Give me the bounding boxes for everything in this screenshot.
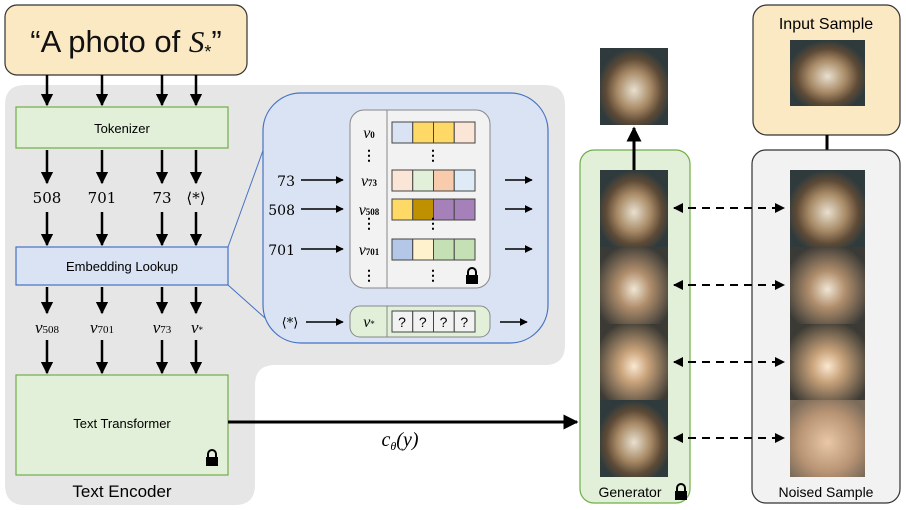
prompt-box: “A photo of S*”: [4, 4, 248, 76]
embedding-cell: [391, 121, 414, 144]
embedding-row-label: v701: [359, 242, 380, 259]
token-id: 701: [88, 189, 117, 207]
embedding-cell: [391, 169, 414, 192]
embedding-cell: [412, 169, 434, 192]
generator-step-image: [600, 170, 668, 247]
embedding-cell: [453, 121, 476, 144]
embedding-cell: [391, 238, 414, 261]
embedding-cell: [453, 169, 476, 192]
embedding-vector-label: v73: [153, 318, 172, 337]
embedding-row-label: v0: [363, 125, 375, 142]
lock-icon: [466, 267, 478, 284]
text-encoder-label: Text Encoder: [72, 482, 172, 501]
svg-text:Tokenizer: Tokenizer: [94, 121, 150, 136]
embedding-cell: [433, 169, 455, 192]
embedding-vector-label: v701: [90, 318, 114, 337]
svg-text:“A photo of S*”: “A photo of S*”: [30, 24, 221, 62]
token-id: 508: [33, 189, 62, 207]
generator-step-image: [600, 247, 668, 324]
embedding-cell: [433, 121, 455, 144]
ellipsis: ⋮: [426, 215, 440, 231]
new-token-label: v*: [363, 314, 375, 331]
new-token-input: ⟨*⟩: [282, 316, 299, 331]
svg-text:?: ?: [440, 314, 448, 330]
noised-sample-image: [790, 170, 865, 247]
generator-step-image: [600, 324, 668, 401]
embedding-vector-label: v508: [35, 318, 60, 337]
svg-text:?: ?: [398, 314, 406, 330]
lock-icon: [675, 483, 687, 500]
noised-sample-label: Noised Sample: [779, 484, 874, 500]
text-transformer-box: Text Transformer: [15, 374, 229, 476]
generator-step-image: [600, 400, 668, 477]
svg-text:Embedding Lookup: Embedding Lookup: [66, 259, 178, 274]
generator-label: Generator: [598, 484, 661, 500]
lock-icon: [206, 449, 218, 466]
token-id: ⟨*⟩: [186, 189, 205, 207]
noised-sample-image: [790, 247, 865, 324]
embedding-cell: [453, 198, 476, 221]
generated-image: [600, 48, 668, 125]
token-input: 508: [268, 203, 295, 219]
unknown-cell: [453, 310, 476, 333]
input-sample-label: Input Sample: [779, 16, 873, 33]
ellipsis: ⋮: [362, 215, 376, 231]
noised-sample-image: [790, 324, 865, 401]
conditioning-label: cθ(y): [382, 429, 419, 453]
tokenizer-box: Tokenizer: [15, 106, 229, 149]
embedding-cell: [412, 121, 434, 144]
ellipsis: ⋮: [362, 147, 376, 163]
ellipsis: ⋮: [362, 267, 376, 283]
svg-text:?: ?: [419, 314, 427, 330]
noised-sample-image: [790, 400, 865, 477]
embedding-cell: [453, 238, 476, 261]
token-input: 701: [268, 243, 295, 259]
embedding-lookup-box: Embedding Lookup: [15, 246, 229, 286]
embedding-cell: [391, 198, 414, 221]
token-id: 73: [152, 189, 171, 207]
embedding-row-label: v508: [359, 202, 380, 219]
ellipsis: ⋮: [426, 147, 440, 163]
token-input: 73: [277, 174, 295, 190]
embedding-row-label: v73: [361, 173, 378, 190]
input-sample-image: [790, 40, 865, 106]
ellipsis: ⋮: [426, 267, 440, 283]
embedding-cell: [433, 238, 455, 261]
svg-text:Text Transformer: Text Transformer: [73, 416, 171, 431]
svg-text:?: ?: [460, 314, 468, 330]
embedding-cell: [412, 238, 434, 261]
embedding-vector-label: v*: [191, 318, 204, 337]
